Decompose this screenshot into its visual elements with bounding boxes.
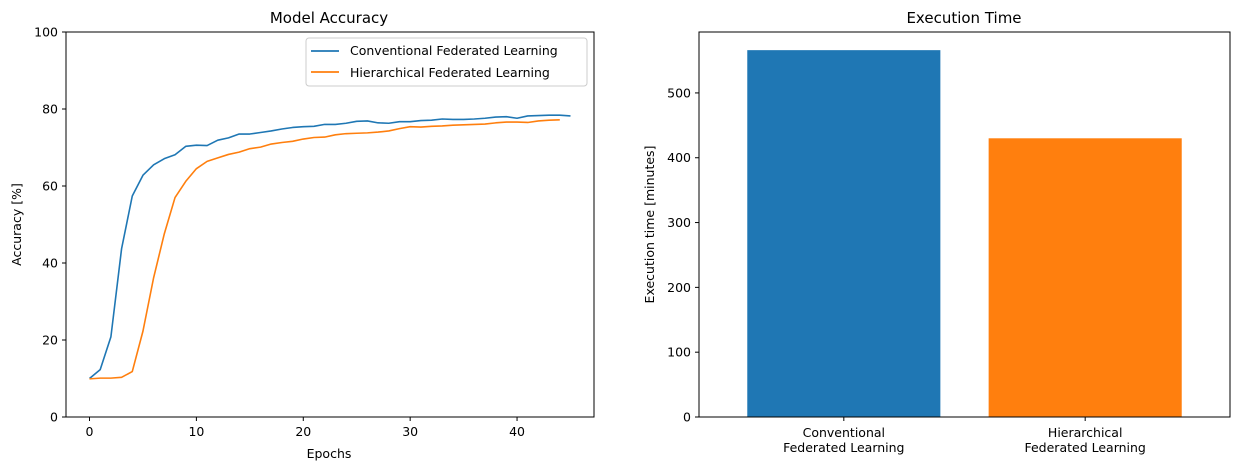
execution-time-bars xyxy=(747,50,1182,418)
x-tick-label: Hierarchical Federated Learning xyxy=(1024,425,1145,455)
x-tick-label: Conventional Federated Learning xyxy=(783,425,904,455)
accuracy-series-lines xyxy=(88,114,571,380)
y-tick-label: 200 xyxy=(667,280,691,295)
y-tick-label: 100 xyxy=(34,25,58,40)
y-tick-label: 0 xyxy=(50,410,58,425)
accuracy-x-axis-label: Epochs xyxy=(307,446,352,461)
y-tick-label: 20 xyxy=(42,333,58,348)
execution-time-plot-frame xyxy=(698,31,1231,418)
execution-time-axis-ticks: 0 100 200 300 400 500 Conventional Federated Le… xyxy=(667,85,1146,455)
legend-label-hierarchical: Hierarchical Federated Learning xyxy=(350,65,550,80)
accuracy-axis-ticks: 0 10 20 30 40 0 20 40 60 80 100 xyxy=(34,25,525,440)
x-tick-label: 20 xyxy=(295,424,311,439)
accuracy-legend: Conventional Federated Learning Hierarch… xyxy=(305,37,588,87)
legend-box xyxy=(305,37,588,87)
accuracy-plot-frame xyxy=(65,31,595,418)
x-tick-label: 40 xyxy=(509,424,525,439)
bar-hierarchical xyxy=(988,138,1182,417)
y-tick-label: 80 xyxy=(42,102,58,117)
y-tick-label: 60 xyxy=(42,179,58,194)
execution-time-chart: Execution Time 0 100 200 300 400 500 Conventio… xyxy=(642,9,1231,455)
accuracy-chart: Model Accuracy 0 10 20 30 40 0 20 40 60 80 100 Epo… xyxy=(9,9,595,461)
x-tick-label: 10 xyxy=(188,424,204,439)
series-line-hierarchical xyxy=(89,118,560,380)
series-line-conventional xyxy=(88,114,571,380)
bar-conventional xyxy=(747,50,941,418)
x-tick-label: 30 xyxy=(402,424,418,439)
y-tick-label: 300 xyxy=(667,215,691,230)
execution-time-chart-title: Execution Time xyxy=(906,9,1021,27)
legend-label-conventional: Conventional Federated Learning xyxy=(350,43,558,58)
accuracy-y-axis-label: Accuracy [%] xyxy=(9,183,24,266)
execution-time-y-axis-label: Execution time [minutes] xyxy=(642,146,657,304)
x-tick-label: 0 xyxy=(86,424,94,439)
y-tick-label: 400 xyxy=(667,150,691,165)
y-tick-label: 100 xyxy=(667,345,691,360)
y-tick-label: 500 xyxy=(667,85,691,100)
accuracy-chart-title: Model Accuracy xyxy=(270,9,388,27)
y-tick-label: 0 xyxy=(683,410,691,425)
y-tick-label: 40 xyxy=(42,256,58,271)
